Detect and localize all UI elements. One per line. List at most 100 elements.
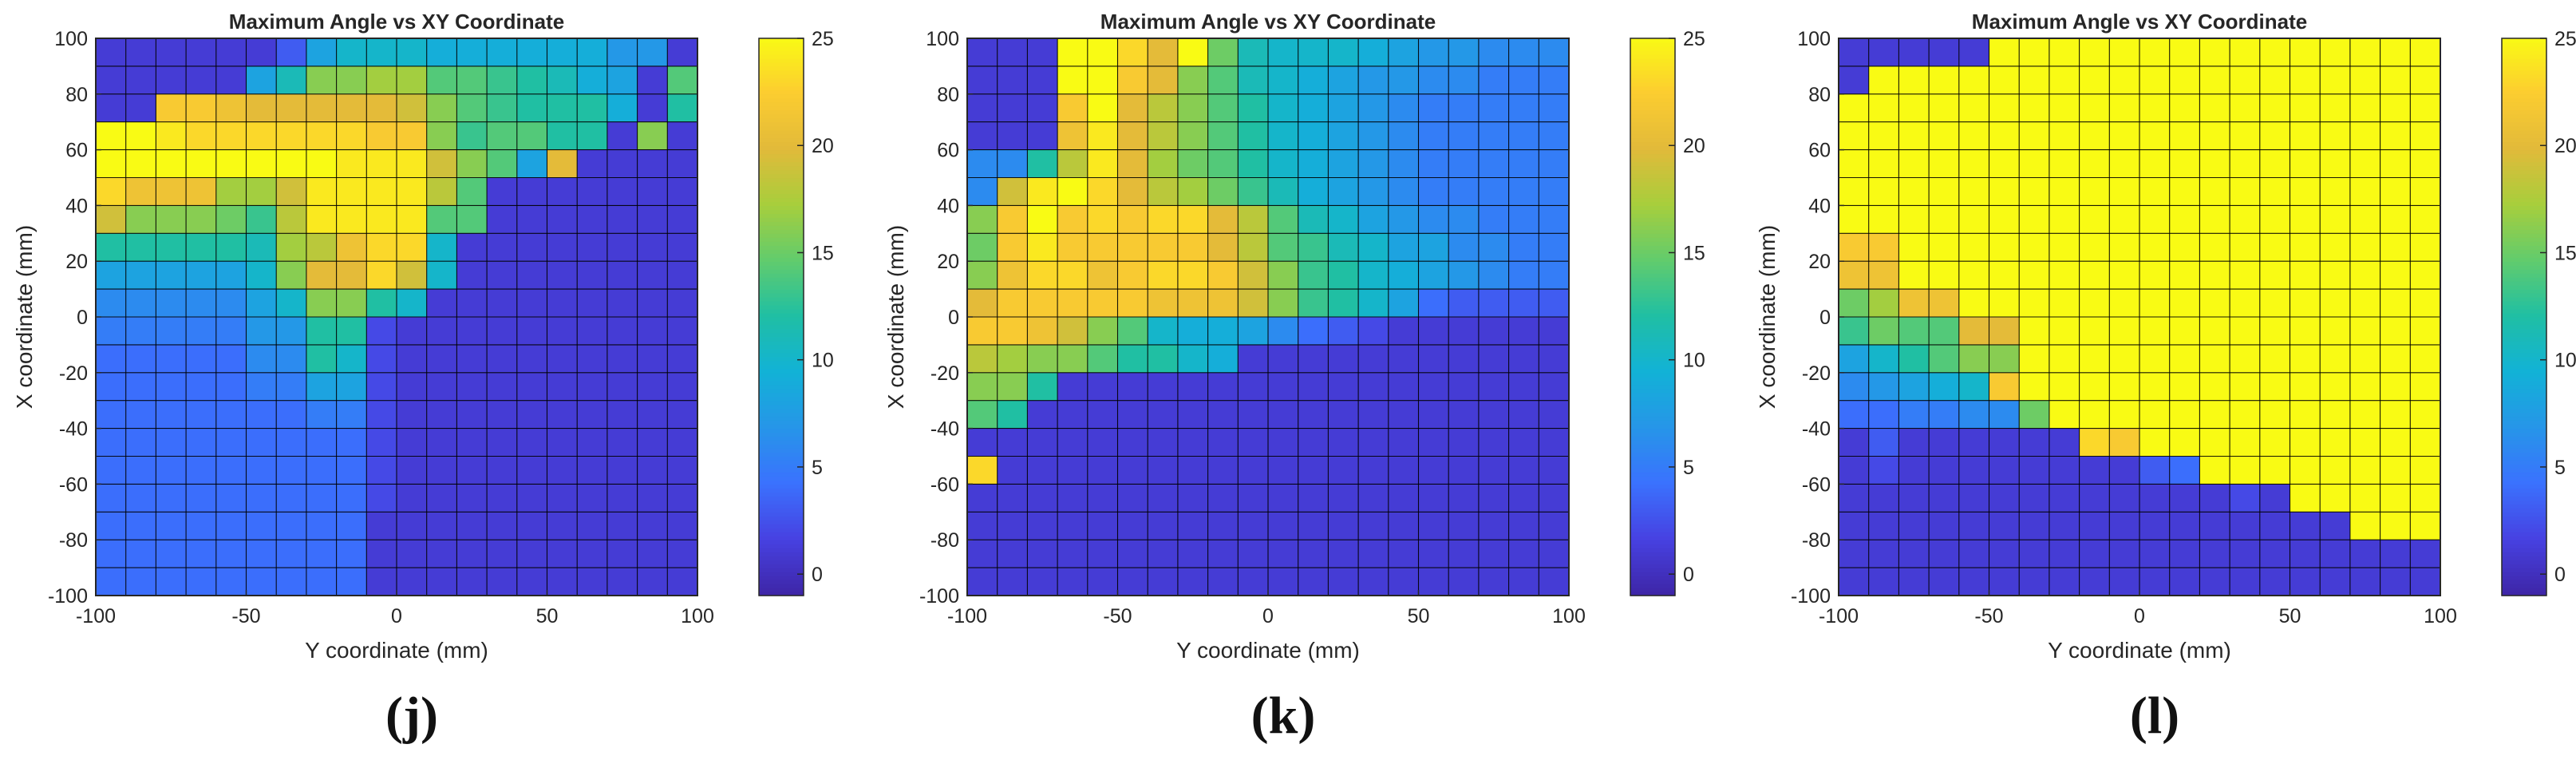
heatmap-cell: [1238, 261, 1269, 290]
heatmap-cell: [1268, 428, 1299, 457]
colorbar-segment: [1630, 344, 1675, 350]
heatmap-cell: [426, 456, 457, 485]
heatmap-cell: [1148, 568, 1179, 596]
heatmap-cell: [2109, 372, 2140, 402]
heatmap-cell: [547, 65, 578, 95]
heatmap-cell: [1539, 233, 1570, 262]
colorbar-segment: [759, 384, 804, 390]
heatmap-cell: [2320, 372, 2351, 402]
heatmap-cell: [637, 344, 668, 374]
heatmap-cell: [577, 93, 608, 123]
heatmap-cell: [1358, 400, 1389, 429]
heatmap-cell: [667, 289, 698, 318]
heatmap-cell: [2019, 344, 2050, 374]
heatmap-cell: [637, 233, 668, 262]
heatmap-cell: [1057, 177, 1088, 206]
heatmap-cell: [366, 289, 397, 318]
heatmap-cell: [186, 149, 217, 178]
heatmap-cell: [1539, 121, 1570, 150]
heatmap-cell: [2410, 512, 2441, 540]
colorbar-segment: [759, 356, 804, 362]
y-tick-label: -100: [919, 585, 959, 608]
heatmap-cell: [1539, 317, 1570, 346]
colorbar-segment: [759, 133, 804, 139]
heatmap-cell: [1539, 177, 1570, 206]
heatmap-cell: [1117, 289, 1148, 318]
colorbar-segment: [759, 229, 804, 234]
heatmap-cell: [1358, 205, 1389, 234]
x-tick-label: -100: [76, 605, 116, 627]
heatmap-cell: [516, 372, 547, 402]
heatmap-cell: [2019, 428, 2050, 457]
heatmap-cell: [1898, 400, 1930, 429]
heatmap-cell: [1478, 233, 1509, 262]
colorbar-segment: [759, 548, 804, 552]
colorbar-segment: [1630, 305, 1675, 310]
heatmap-cell: [1958, 93, 1989, 123]
heatmap-cell: [336, 484, 367, 513]
heatmap-cell: [1177, 512, 1208, 540]
heatmap-cell: [606, 261, 638, 290]
heatmap-cell: [2079, 289, 2110, 318]
heatmap-cell: [1929, 484, 1960, 513]
heatmap-cell: [1358, 568, 1389, 596]
heatmap-cell: [2049, 317, 2080, 346]
colorbar-segment: [759, 404, 804, 410]
heatmap-cell: [1868, 289, 1899, 318]
heatmap-cell: [96, 400, 127, 429]
heatmap-cell: [215, 93, 247, 123]
colorbar-segment: [759, 344, 804, 350]
x-axis-ticks: -100 -50 0 50 100: [76, 590, 714, 627]
heatmap-cell: [2199, 344, 2230, 374]
heatmap-cell: [2199, 540, 2230, 568]
heatmap-cell: [2380, 428, 2411, 457]
heatmap-cell: [1989, 428, 2020, 457]
heatmap-cell: [336, 344, 367, 374]
colorbar-segment: [1630, 364, 1675, 370]
colorbar-segment: [2502, 588, 2546, 592]
heatmap-cell: [1298, 205, 1329, 234]
heatmap-cell: [1388, 372, 1419, 402]
heatmap-cell: [577, 177, 608, 206]
colorbar-segment: [1630, 580, 1675, 584]
heatmap-cell: [1177, 344, 1208, 374]
heatmap-cell: [1117, 568, 1148, 596]
heatmap-cell: [366, 512, 397, 540]
colorbar-segment: [759, 576, 804, 580]
heatmap-cell: [547, 233, 578, 262]
y-tick-label: 20: [65, 251, 88, 273]
heatmap-cell: [967, 177, 998, 206]
heatmap-cell: [2230, 400, 2261, 429]
heatmap-cell: [1868, 205, 1899, 234]
heatmap-cell: [2019, 317, 2050, 346]
colorbar-segment: [1630, 328, 1675, 334]
colorbar-segment: [759, 492, 804, 497]
heatmap-cell: [186, 456, 217, 485]
heatmap-cell: [1177, 372, 1208, 402]
colorbar-segment: [759, 213, 804, 218]
heatmap-cell: [1508, 317, 1539, 346]
heatmap-cell: [487, 121, 518, 150]
colorbar-segment: [2502, 145, 2546, 151]
heatmap-cell: [186, 261, 217, 290]
heatmap-cell: [246, 38, 277, 67]
heatmap-cell: [2199, 317, 2230, 346]
heatmap-cell: [2079, 65, 2110, 95]
colorbar-segment: [759, 145, 804, 151]
colorbar-segment: [759, 185, 804, 191]
heatmap-cell: [276, 484, 307, 513]
colorbar-segment: [2502, 404, 2546, 410]
colorbar-segment: [1630, 424, 1675, 430]
panel-j: Maximum Angle vs XY Coordinate -100 -50 0 5…: [0, 0, 859, 764]
colorbar-segment: [1630, 548, 1675, 552]
heatmap-chart-l: Maximum Angle vs XY Coordinate -100 -50 0 5…: [1755, 10, 2576, 745]
colorbar-segment: [2502, 297, 2546, 302]
colorbar-segment: [759, 428, 804, 433]
colorbar-segment: [2502, 480, 2546, 485]
heatmap-cell: [1388, 289, 1419, 318]
colorbar-segment: [2502, 520, 2546, 525]
heatmap-cell: [1027, 540, 1058, 568]
heatmap-cell: [1868, 93, 1899, 123]
heatmap-cell: [1839, 372, 1870, 402]
